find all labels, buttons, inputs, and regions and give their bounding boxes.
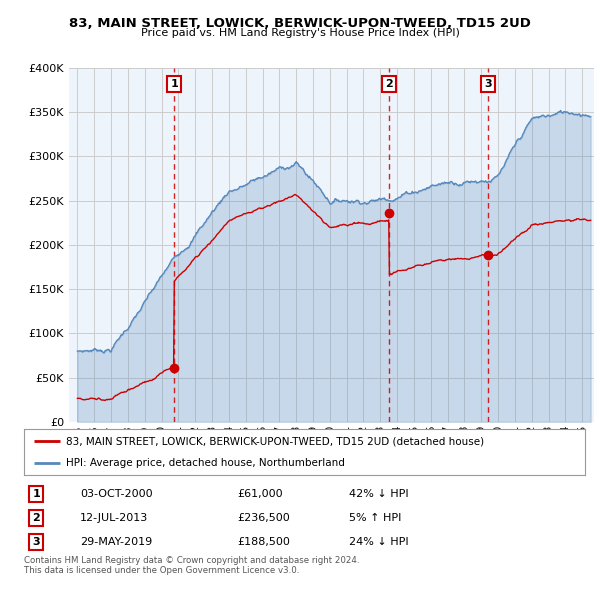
Text: This data is licensed under the Open Government Licence v3.0.: This data is licensed under the Open Gov…	[24, 566, 299, 575]
Text: £236,500: £236,500	[237, 513, 290, 523]
Text: 83, MAIN STREET, LOWICK, BERWICK-UPON-TWEED, TD15 2UD: 83, MAIN STREET, LOWICK, BERWICK-UPON-TW…	[69, 17, 531, 30]
Text: 3: 3	[32, 537, 40, 548]
Text: Price paid vs. HM Land Registry's House Price Index (HPI): Price paid vs. HM Land Registry's House …	[140, 28, 460, 38]
Text: £61,000: £61,000	[237, 489, 283, 499]
Text: 42% ↓ HPI: 42% ↓ HPI	[349, 489, 409, 499]
Text: 12-JUL-2013: 12-JUL-2013	[80, 513, 148, 523]
Text: HPI: Average price, detached house, Northumberland: HPI: Average price, detached house, Nort…	[66, 457, 345, 467]
Text: £188,500: £188,500	[237, 537, 290, 548]
Text: 29-MAY-2019: 29-MAY-2019	[80, 537, 152, 548]
Text: 2: 2	[386, 79, 393, 88]
Text: Contains HM Land Registry data © Crown copyright and database right 2024.: Contains HM Land Registry data © Crown c…	[24, 556, 359, 565]
Text: 03-OCT-2000: 03-OCT-2000	[80, 489, 153, 499]
Text: 83, MAIN STREET, LOWICK, BERWICK-UPON-TWEED, TD15 2UD (detached house): 83, MAIN STREET, LOWICK, BERWICK-UPON-TW…	[66, 437, 484, 447]
Text: 1: 1	[170, 79, 178, 88]
Text: 3: 3	[484, 79, 492, 88]
Text: 5% ↑ HPI: 5% ↑ HPI	[349, 513, 402, 523]
Text: 24% ↓ HPI: 24% ↓ HPI	[349, 537, 409, 548]
Text: 2: 2	[32, 513, 40, 523]
Text: 1: 1	[32, 489, 40, 499]
